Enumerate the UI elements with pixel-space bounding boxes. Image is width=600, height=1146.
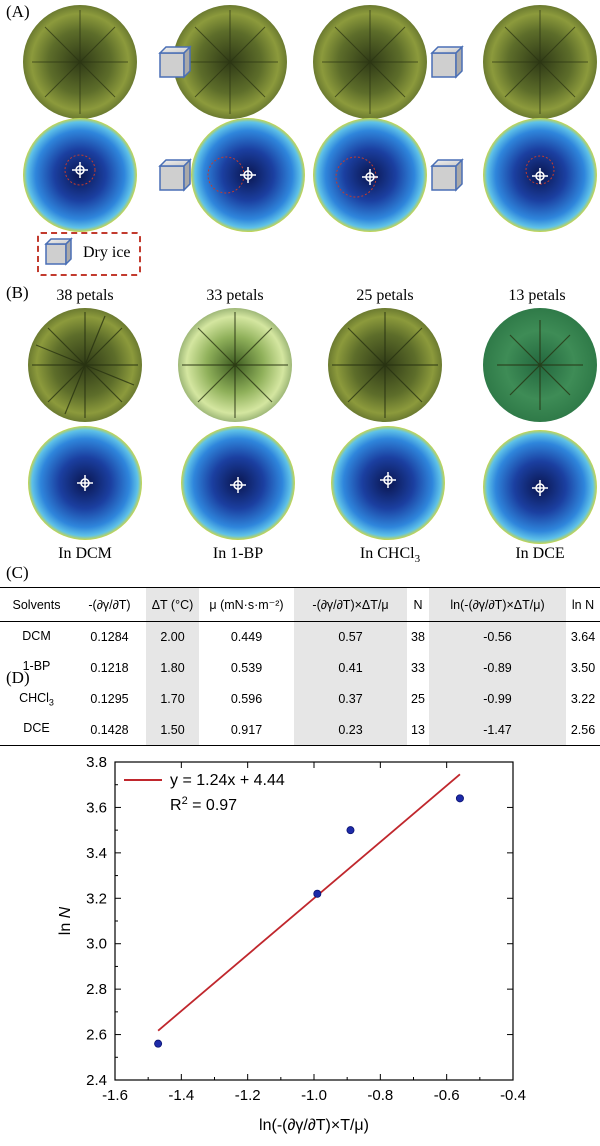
y-tick-label: 3.8 — [86, 754, 107, 771]
cell: 0.1428 — [90, 722, 129, 737]
cell-solvent: DCM — [22, 628, 51, 643]
cell: 38 — [411, 630, 425, 645]
cell: 2.00 — [146, 621, 199, 653]
panel-label-b: (B) — [6, 283, 29, 302]
petal-count: 38 petals — [56, 287, 114, 304]
y-tick-label: 2.8 — [86, 981, 107, 998]
col-header: μ (mN·s·m⁻²) — [209, 598, 284, 612]
cell-solvent: CHCl3 — [19, 690, 54, 708]
solvent-label: In 1-BP — [212, 545, 264, 562]
cell: -1.47 — [429, 714, 566, 746]
cell: 0.41 — [294, 652, 407, 684]
y-tick-label: 3.0 — [86, 936, 107, 953]
cell: 25 — [411, 692, 425, 706]
col-header: -(∂γ/∂T) — [88, 597, 131, 612]
solvent-label: In DCE — [515, 545, 565, 562]
cell: 33 — [411, 661, 425, 675]
x-tick-label: -1.2 — [235, 1087, 261, 1104]
col-header: ln(-(∂γ/∂T)×ΔT/μ) — [429, 587, 566, 622]
petal-count: 33 petals — [206, 287, 264, 304]
row-a-photos — [23, 5, 597, 119]
solvent-label: In CHCl3 — [359, 545, 421, 566]
y-axis-label: ln N — [57, 906, 74, 935]
y-tick-label: 3.2 — [86, 890, 107, 907]
cell: 0.1295 — [90, 692, 129, 706]
data-point — [313, 889, 322, 898]
x-tick-label: -1.6 — [102, 1087, 128, 1104]
x-tick-label: -1.0 — [301, 1087, 327, 1104]
cell: 0.23 — [294, 714, 407, 746]
cell: 3.22 — [570, 692, 596, 706]
y-tick-label: 3.6 — [86, 799, 107, 816]
petal-count: 25 petals — [356, 287, 414, 304]
panel-label-c: (C) — [6, 563, 29, 582]
dry-ice-icon — [44, 45, 464, 266]
x-tick-label: -1.4 — [168, 1087, 194, 1104]
y-tick-label: 3.4 — [86, 845, 107, 862]
table-row: DCE 0.1428 1.50 0.917 0.23 13 -1.47 2.56 — [0, 714, 600, 746]
cell: 0.1284 — [90, 630, 129, 645]
x-tick-label: -0.6 — [434, 1087, 460, 1104]
cell: 0.539 — [230, 661, 263, 675]
cell: 3.64 — [570, 630, 596, 645]
cell: 1.80 — [146, 652, 199, 684]
table-row: CHCl3 0.1295 1.70 0.596 0.37 25 -0.99 3.… — [0, 683, 600, 715]
table-header-row: Solvents -(∂γ/∂T) ΔT (°C) μ (mN·s·m⁻²) -… — [0, 587, 600, 622]
table-row: 1-BP 0.1218 1.80 0.539 0.41 33 -0.89 3.5… — [0, 652, 600, 684]
cell: 0.449 — [230, 630, 263, 645]
fit-line — [157, 773, 461, 1032]
cell: 13 — [411, 722, 425, 737]
y-tick-label: 2.6 — [86, 1027, 107, 1044]
solvent-label: In DCM — [58, 545, 112, 562]
col-header: N — [413, 597, 423, 612]
cell: -0.89 — [429, 652, 566, 684]
fit-equation: y = 1.24x + 4.44 — [170, 772, 285, 789]
data-point — [455, 794, 464, 803]
x-axis-label: ln(-(∂γ/∂T)×T/μ) — [259, 1117, 369, 1134]
row-b-thermal — [28, 426, 597, 544]
cell: -0.99 — [429, 683, 566, 715]
legend-label: Dry ice — [83, 244, 131, 261]
cell: 0.596 — [230, 692, 263, 706]
row-a-thermal — [23, 118, 597, 232]
cell: 1.50 — [146, 714, 199, 746]
petal-count: 13 petals — [508, 287, 566, 304]
cell-solvent: 1-BP — [22, 659, 51, 674]
cell: 0.1218 — [90, 661, 129, 675]
cell: 2.56 — [570, 722, 596, 737]
cell: 0.917 — [230, 722, 263, 737]
x-tick-label: -0.8 — [367, 1087, 393, 1104]
panel-label-a: (A) — [6, 2, 30, 21]
table-row: DCM 0.1284 2.00 0.449 0.57 38 -0.56 3.64 — [0, 621, 600, 653]
cell-solvent: DCE — [23, 721, 50, 735]
y-tick-label: 2.4 — [86, 1072, 107, 1089]
col-header: ln N — [571, 597, 595, 612]
data-point — [154, 1039, 163, 1048]
row-b-photos — [28, 308, 597, 422]
cell: 0.37 — [294, 683, 407, 715]
properties-table: Solvents -(∂γ/∂T) ΔT (°C) μ (mN·s·m⁻²) -… — [0, 587, 600, 746]
data-point — [346, 826, 355, 835]
r-squared: R2 = 0.97 — [170, 795, 237, 814]
dry-ice-legend: Dry ice — [37, 232, 141, 276]
cell: 1.70 — [146, 683, 199, 715]
scatter-chart: -1.6 -1.4 -1.2 -1.0 -0.8 -0.6 -0.4 2.4 2.6 2.8 3.0… — [57, 754, 526, 1134]
photo-grid — [23, 5, 597, 544]
panel-label-d: (D) — [6, 668, 30, 687]
cell: -0.56 — [429, 621, 566, 653]
col-header: ΔT (°C) — [146, 587, 199, 622]
col-header: -(∂γ/∂T)×ΔT/μ — [294, 587, 407, 622]
x-tick-label: -0.4 — [500, 1087, 526, 1104]
cell: 3.50 — [570, 661, 596, 675]
cell: 0.57 — [294, 621, 407, 653]
col-header: Solvents — [12, 597, 61, 612]
